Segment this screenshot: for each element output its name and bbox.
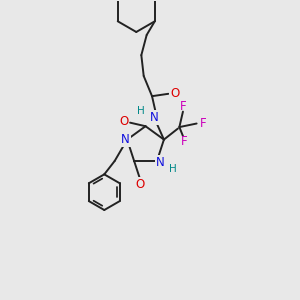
Text: N: N	[155, 156, 164, 169]
Text: F: F	[200, 117, 206, 130]
Text: H: H	[169, 164, 177, 175]
Text: N: N	[150, 111, 158, 124]
Text: H: H	[137, 106, 145, 116]
Text: F: F	[180, 100, 187, 113]
Text: F: F	[181, 135, 188, 148]
Text: O: O	[170, 87, 179, 100]
Text: N: N	[121, 133, 130, 146]
Text: O: O	[136, 178, 145, 190]
Text: O: O	[119, 115, 128, 128]
